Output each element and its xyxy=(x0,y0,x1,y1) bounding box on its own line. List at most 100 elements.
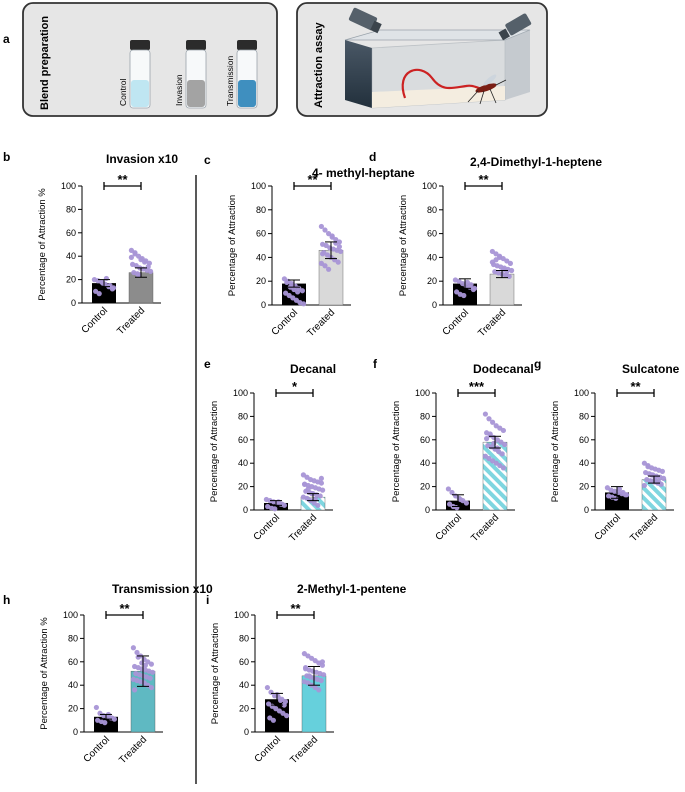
data-point xyxy=(326,266,332,272)
significance-label: ** xyxy=(119,601,130,616)
data-point xyxy=(270,717,276,723)
significance-label: ** xyxy=(290,601,301,616)
data-point xyxy=(306,673,312,679)
data-point xyxy=(322,263,328,269)
data-point xyxy=(624,492,630,498)
data-point xyxy=(319,659,325,665)
x-tick-label: Control xyxy=(253,734,284,765)
y-tick-label: 100 xyxy=(251,181,266,191)
panel-label-c: c xyxy=(204,153,211,167)
chart-title: Sulcatone xyxy=(622,362,680,376)
data-point xyxy=(148,268,154,275)
data-point xyxy=(506,273,512,280)
data-point xyxy=(284,279,290,285)
x-tick-label: Control xyxy=(434,512,465,543)
data-point xyxy=(295,289,301,295)
data-point xyxy=(645,464,651,470)
y-tick-label: 0 xyxy=(243,505,248,515)
data-point xyxy=(150,669,156,675)
panel-label-a: a xyxy=(3,32,10,46)
x-tick-label: Control xyxy=(441,307,472,338)
significance-label: ** xyxy=(307,172,318,187)
chart-title: Dodecanal xyxy=(473,362,534,376)
y-tick-label: 0 xyxy=(71,298,76,308)
y-tick-label: 0 xyxy=(425,505,430,515)
y-axis-label: Percentage of Attraction % xyxy=(39,617,50,730)
data-point xyxy=(484,436,490,442)
y-tick-label: 60 xyxy=(239,657,249,667)
data-point xyxy=(321,672,327,678)
camera-icon xyxy=(498,13,532,41)
data-point xyxy=(322,227,328,233)
data-point xyxy=(264,684,270,691)
significance-label: * xyxy=(292,379,298,394)
data-point xyxy=(100,280,106,286)
y-tick-label: 20 xyxy=(420,482,430,492)
data-point xyxy=(486,416,492,422)
data-point xyxy=(616,486,623,492)
data-point xyxy=(482,411,488,417)
data-point xyxy=(454,505,460,511)
data-point xyxy=(500,427,506,434)
data-point xyxy=(128,254,134,260)
data-point xyxy=(312,496,318,503)
y-tick-label: 20 xyxy=(427,276,437,286)
vial-liquid xyxy=(131,80,149,107)
panel-label-g: g xyxy=(534,357,541,371)
data-point xyxy=(318,475,324,482)
y-tick-label: 100 xyxy=(234,610,249,620)
charts-layer: Invasion x10 0 20 40 60 80 100 Percentage of At… xyxy=(37,152,680,766)
data-point xyxy=(320,251,326,257)
data-point xyxy=(134,649,140,656)
data-point xyxy=(329,234,335,240)
y-axis-label: Percentage of Attraction xyxy=(227,195,238,296)
blend-box-title: Blend preparation xyxy=(39,16,51,110)
y-tick-label: 80 xyxy=(66,204,76,214)
data-point xyxy=(132,250,138,256)
data-point xyxy=(502,441,508,448)
data-point xyxy=(316,687,322,693)
x-tick-label: Treated xyxy=(476,307,508,339)
vial-cap xyxy=(130,40,150,50)
data-point xyxy=(461,292,467,299)
data-point xyxy=(279,501,285,507)
y-tick-label: 40 xyxy=(239,680,249,690)
data-point xyxy=(468,282,474,288)
data-point xyxy=(499,451,505,457)
y-tick-label: 100 xyxy=(233,388,248,398)
significance-label: ** xyxy=(478,172,489,187)
data-point xyxy=(303,666,309,672)
data-point xyxy=(490,419,496,425)
x-tick-label: Treated xyxy=(287,512,319,544)
data-point xyxy=(472,285,478,291)
data-point xyxy=(132,687,138,693)
vial-label: Invasion xyxy=(174,74,184,106)
y-tick-label: 40 xyxy=(420,458,430,468)
data-point xyxy=(111,285,117,291)
y-tick-label: 60 xyxy=(420,435,430,445)
y-axis-label: Percentage of Attraction xyxy=(209,401,220,502)
data-point xyxy=(96,291,102,297)
data-point xyxy=(305,486,311,492)
data-point xyxy=(135,654,141,660)
significance-label: ** xyxy=(117,172,128,187)
data-point xyxy=(659,468,666,474)
y-axis-label: Percentage of Attraction xyxy=(550,401,561,502)
chart-title: Invasion x10 xyxy=(106,152,178,166)
y-tick-label: 20 xyxy=(579,482,589,492)
data-point xyxy=(335,259,341,265)
vial-liquid xyxy=(238,80,256,107)
chart-d: 2,4-Dimethyl-1-heptene 0 20 40 60 80 100 Percen… xyxy=(398,155,602,339)
chart-c: 4- methyl-heptane 0 20 40 60 80 100 Percentage … xyxy=(227,166,415,339)
y-tick-label: 80 xyxy=(256,205,266,215)
y-tick-label: 20 xyxy=(66,275,76,285)
chart-h: Transmission x10 0 20 40 60 80 100 Percentage o… xyxy=(39,582,213,766)
chart-b: Invasion x10 0 20 40 60 80 100 Percentage of At… xyxy=(37,152,178,337)
data-point xyxy=(109,715,115,721)
panel-label-f: f xyxy=(373,357,378,371)
vial-cap xyxy=(186,40,206,50)
data-point xyxy=(103,275,109,282)
vial-cap xyxy=(237,40,257,50)
y-tick-label: 80 xyxy=(68,633,78,643)
vial-label: Transmission xyxy=(225,56,235,106)
